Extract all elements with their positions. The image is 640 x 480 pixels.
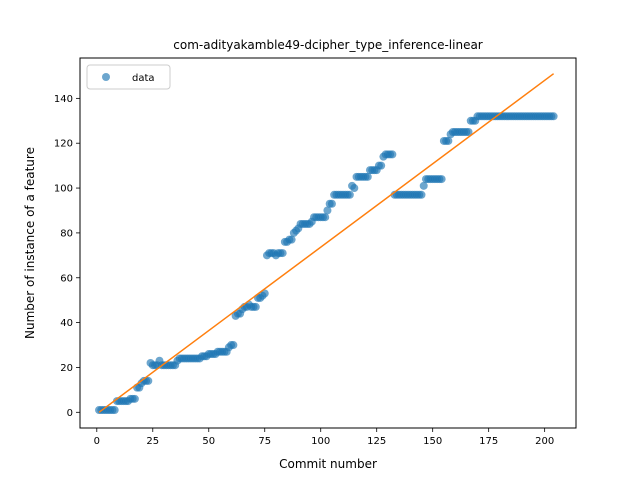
chart-title: com-adityakamble49-dcipher_type_inferenc… xyxy=(173,38,483,52)
y-tick-label: 40 xyxy=(60,318,73,329)
data-point xyxy=(327,199,336,208)
legend-box xyxy=(86,64,171,90)
y-tick-label: 0 xyxy=(67,408,73,419)
y-tick-label: 120 xyxy=(54,139,73,150)
data-point xyxy=(323,206,332,215)
x-tick-label: 0 xyxy=(94,436,100,447)
y-tick-label: 80 xyxy=(60,228,73,239)
data-point xyxy=(110,406,119,415)
legend-label-data: data xyxy=(132,73,155,84)
data-point xyxy=(321,213,330,222)
x-tick-label: 50 xyxy=(202,436,215,447)
data-point xyxy=(144,376,153,385)
y-tick-label: 60 xyxy=(60,273,73,284)
data-point xyxy=(419,181,428,190)
legend: data xyxy=(86,64,171,90)
plot-area xyxy=(95,73,558,415)
data-point xyxy=(549,112,558,121)
data-point xyxy=(350,184,359,193)
fit-line xyxy=(98,73,555,413)
x-tick-label: 125 xyxy=(367,436,386,447)
x-tick-label: 75 xyxy=(258,436,271,447)
y-tick-label: 100 xyxy=(54,184,73,195)
legend-marker-data xyxy=(102,73,110,81)
x-axis: 0 25 50 75 100 125 150 175 200 xyxy=(94,428,554,447)
data-point xyxy=(345,190,354,199)
x-tick-label: 100 xyxy=(311,436,330,447)
data-point xyxy=(464,128,473,136)
data-point xyxy=(417,190,426,199)
data-point xyxy=(229,341,238,350)
x-tick-label: 200 xyxy=(535,436,554,447)
data-point xyxy=(251,302,260,311)
x-tick-label: 150 xyxy=(423,436,442,447)
y-tick-label: 20 xyxy=(60,363,73,374)
y-axis: 0 20 40 60 80 100 120 140 xyxy=(54,94,80,419)
data-point xyxy=(278,249,287,258)
data-point xyxy=(130,394,139,403)
plot-frame xyxy=(79,57,577,429)
data-point xyxy=(287,235,296,244)
y-tick-label: 140 xyxy=(54,94,73,105)
data-point xyxy=(388,150,397,159)
data-point xyxy=(260,289,269,298)
x-axis-label: Commit number xyxy=(279,457,377,471)
data-point xyxy=(363,172,372,181)
x-tick-label: 25 xyxy=(146,436,159,447)
data-point xyxy=(444,136,453,145)
data-point xyxy=(377,161,386,170)
x-tick-label: 175 xyxy=(479,436,498,447)
data-point xyxy=(437,175,446,184)
y-axis-label: Number of instance of a feature xyxy=(23,147,37,339)
